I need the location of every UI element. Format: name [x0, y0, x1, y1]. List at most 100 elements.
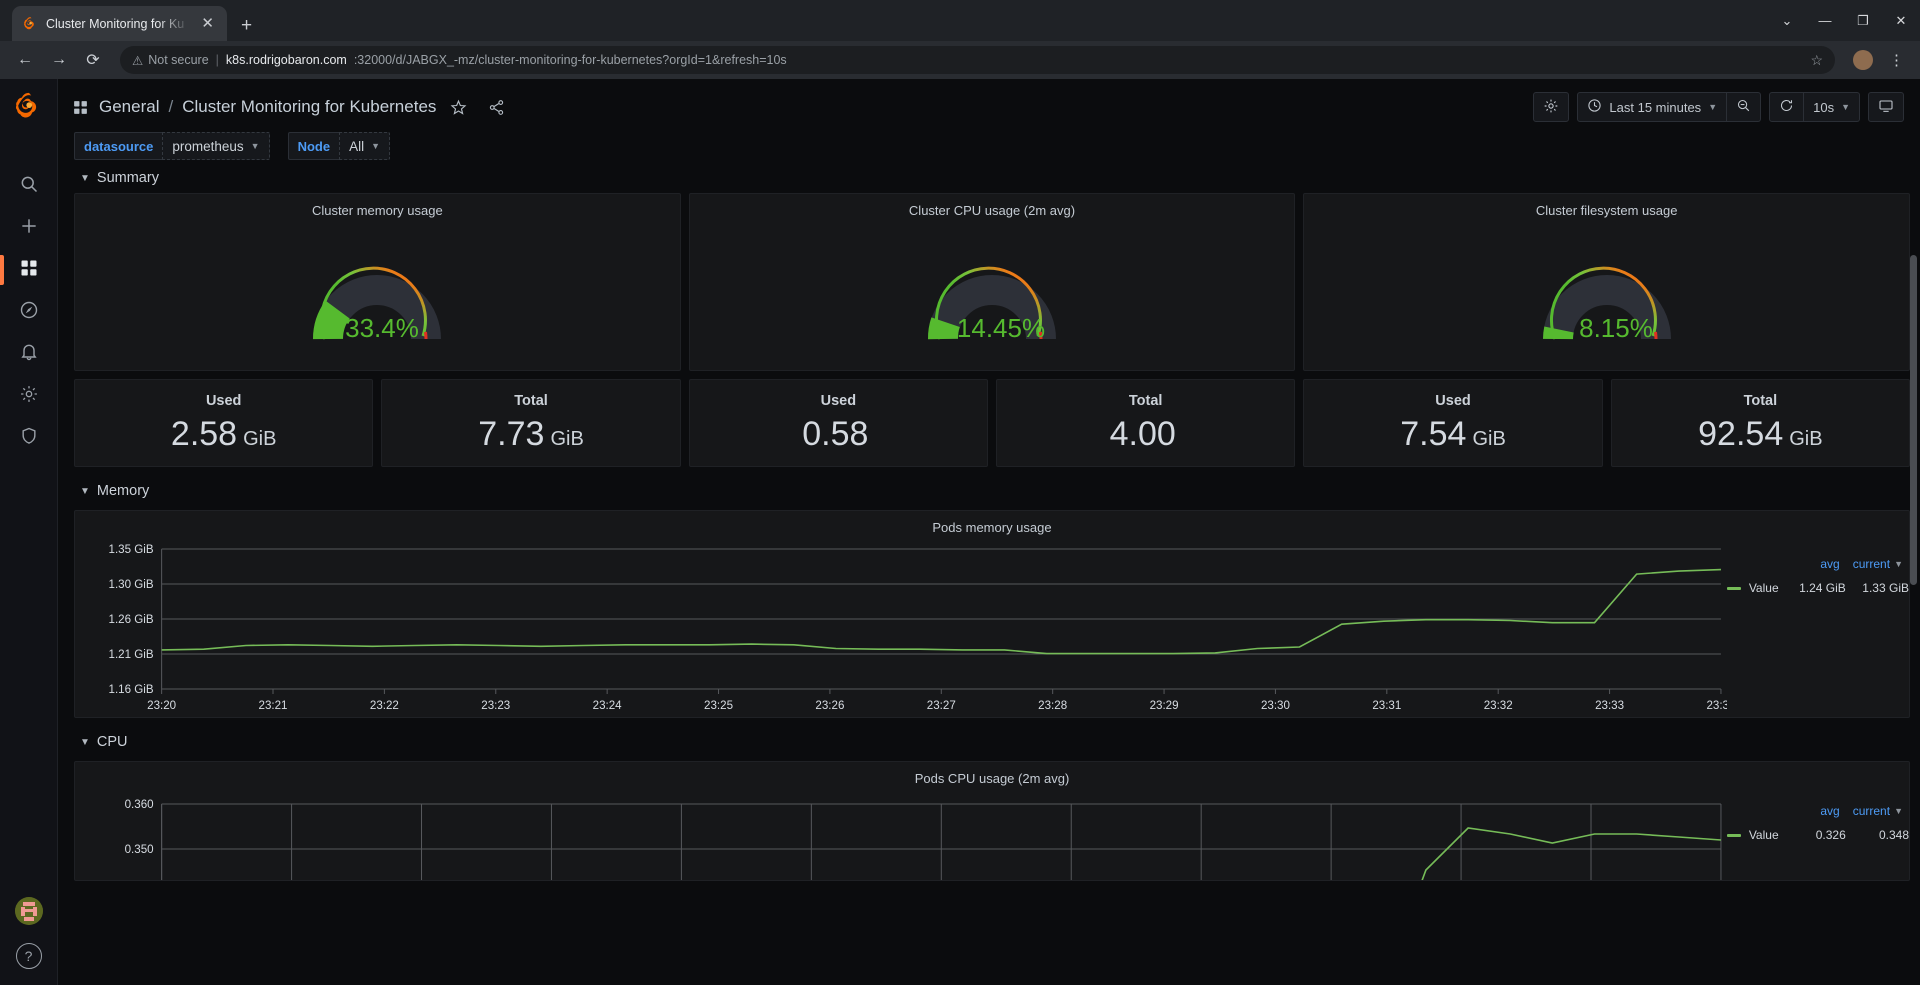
tab-search-icon[interactable]: ⌄	[1781, 12, 1793, 28]
legend-current-value: 1.33 GiB	[1862, 581, 1909, 595]
series-line	[1421, 827, 1722, 880]
panel-pods-cpu-usage[interactable]: Pods CPU usage (2m avg) 0.3600.3500.340 …	[74, 761, 1910, 881]
sidebar-item-dashboards[interactable]	[0, 249, 58, 291]
browser-tabstrip: Cluster Monitoring for Ku ✕ + ⌄ — ❐ ✕	[0, 0, 1920, 41]
address-bar[interactable]: ⚠ Not secure | k8s.rodrigobaron.com:3200…	[120, 46, 1835, 74]
scrollbar-thumb[interactable]	[1910, 255, 1917, 585]
chevron-down-icon: ▼	[1708, 102, 1718, 112]
new-tab-button[interactable]: +	[241, 15, 253, 36]
window-maximize-button[interactable]: ❐	[1857, 12, 1869, 28]
sidebar-item-server-admin[interactable]	[0, 417, 58, 459]
panel-pods-memory-usage[interactable]: Pods memory usage 1.35 GiB 1.30 GiB 1.26 G…	[74, 510, 1910, 718]
forward-button[interactable]: →	[51, 51, 67, 68]
tab-close-icon[interactable]: ✕	[201, 15, 214, 32]
panel-memory-used[interactable]: Used 2.58 GiB	[74, 379, 374, 467]
browser-menu-icon[interactable]: ⋮	[1889, 52, 1904, 69]
sidebar-item-explore[interactable]	[0, 291, 58, 333]
legend-col-avg[interactable]: avg	[1820, 804, 1840, 818]
clock-icon	[1587, 98, 1602, 116]
panel-cpu-used[interactable]: Used 0.58	[688, 379, 989, 467]
stat-unit: GiB	[1789, 427, 1823, 450]
plus-icon	[19, 216, 39, 241]
omnibox-divider: |	[215, 53, 219, 67]
row-header-cpu[interactable]: ▼ CPU	[74, 727, 1910, 757]
legend-col-avg[interactable]: avg	[1820, 557, 1840, 571]
breadcrumb-separator: /	[168, 97, 174, 116]
stat-value-container: 7.54 GiB	[1400, 415, 1506, 454]
browser-tab[interactable]: Cluster Monitoring for Ku ✕	[12, 6, 227, 41]
refresh-interval-picker[interactable]: 10s ▼	[1804, 92, 1860, 122]
back-button[interactable]: ←	[17, 51, 33, 68]
legend-col-current[interactable]: current ▼	[1853, 557, 1903, 571]
panel-filesystem-used[interactable]: Used 7.54 GiB	[1303, 379, 1603, 467]
star-icon[interactable]	[450, 99, 467, 116]
panel-title: Pods memory usage	[932, 520, 1052, 535]
row-header-summary[interactable]: ▼ Summary	[74, 163, 1910, 193]
time-range-picker[interactable]: Last 15 minutes ▼	[1577, 92, 1728, 122]
panel-filesystem-total[interactable]: Total 92.54 GiB	[1610, 379, 1911, 467]
y-axis-tick-label: 0.350	[125, 844, 154, 856]
legend-memory: avg current ▼ Value 1.24 GiB 1.33 GiB	[1727, 535, 1909, 717]
legend-item[interactable]: Value 1.24 GiB 1.33 GiB	[1727, 581, 1909, 595]
gauge-value: 8.15%	[1579, 313, 1653, 343]
legend-col-current[interactable]: current ▼	[1853, 804, 1903, 818]
variable-select[interactable]: All ▼	[339, 132, 391, 160]
not-secure-indicator[interactable]: ⚠ Not secure	[132, 53, 209, 68]
x-axis-tick-label: 23:21	[259, 700, 288, 712]
row-title: Memory	[96, 483, 150, 499]
variable-value: prometheus	[172, 138, 244, 154]
timeseries-plot-memory[interactable]: 1.35 GiB 1.30 GiB 1.26 GiB 1.21 GiB 1.16 GiB…	[75, 535, 1736, 717]
browser-profile-avatar[interactable]	[1853, 50, 1873, 70]
refresh-button[interactable]	[1769, 92, 1805, 122]
window-minimize-button[interactable]: —	[1818, 13, 1832, 28]
legend-series-name: Value	[1748, 828, 1779, 842]
x-axis-tick-label: 23:32	[1484, 700, 1513, 712]
gauge-chart: 14.45%	[690, 218, 1295, 358]
help-icon[interactable]: ?	[15, 943, 42, 969]
page-title[interactable]: Cluster Monitoring for Kubernetes	[182, 97, 437, 116]
legend-color-swatch	[1727, 833, 1741, 837]
sidebar-item-alerting[interactable]	[0, 333, 58, 375]
row-header-memory[interactable]: ▼ Memory	[74, 476, 1910, 506]
dashboard-settings-button[interactable]	[1533, 92, 1570, 122]
sidebar-item-search[interactable]	[0, 165, 58, 207]
stat-value: 0.58	[802, 414, 869, 453]
panel-cluster-memory-usage[interactable]: Cluster memory usage	[74, 193, 681, 371]
tv-mode-button[interactable]	[1868, 92, 1904, 122]
stat-value-container: 7.73 GiB	[478, 415, 584, 454]
url-host: k8s.rodrigobaron.com	[225, 53, 347, 67]
main-content: General / Cluster Monitoring for Kuberne…	[58, 79, 1920, 985]
panel-cluster-filesystem-usage[interactable]: Cluster filesystem usage	[1303, 193, 1911, 371]
sidebar-item-create[interactable]	[0, 207, 58, 249]
dashboards-icon	[19, 258, 39, 283]
chevron-down-icon: ▼	[1894, 806, 1903, 816]
timeseries-body: 1.35 GiB 1.30 GiB 1.26 GiB 1.21 GiB 1.16 GiB…	[75, 535, 1909, 717]
x-axis-tick-label: 23:25	[704, 700, 733, 712]
bookmark-icon[interactable]: ☆	[1810, 51, 1823, 68]
legend-col-current-label: current	[1852, 557, 1891, 571]
y-axis-tick-label: 1.35 GiB	[109, 544, 154, 556]
user-avatar[interactable]	[14, 897, 43, 925]
stat-value-container: 4.00	[1110, 415, 1182, 454]
chevron-down-icon: ▼	[371, 141, 381, 151]
panel-memory-total[interactable]: Total 7.73 GiB	[381, 379, 681, 467]
share-icon[interactable]	[488, 99, 505, 116]
sidebar-item-configuration[interactable]	[0, 375, 58, 417]
zoom-out-time-button[interactable]	[1727, 92, 1762, 122]
legend-item[interactable]: Value 0.326 0.348	[1727, 828, 1909, 842]
stat-value: 2.58	[170, 414, 238, 453]
stat-value: 7.73	[478, 414, 545, 453]
zoom-out-icon	[1736, 98, 1751, 116]
breadcrumb-folder[interactable]: General	[99, 97, 160, 116]
window-close-button[interactable]: ✕	[1895, 12, 1907, 28]
reload-button[interactable]: ⟳	[86, 52, 100, 69]
chevron-down-icon: ▼	[80, 736, 90, 748]
grafana-logo-icon[interactable]	[12, 89, 46, 123]
variable-label: datasource	[74, 132, 163, 160]
variable-select[interactable]: prometheus ▼	[162, 132, 270, 160]
page-scrollbar[interactable]	[1908, 163, 1919, 985]
panel-cluster-cpu-usage[interactable]: Cluster CPU usage (2m avg)	[688, 193, 1296, 371]
stat-unit: GiB	[1472, 427, 1506, 450]
panel-cpu-total[interactable]: Total 4.00	[996, 379, 1296, 467]
